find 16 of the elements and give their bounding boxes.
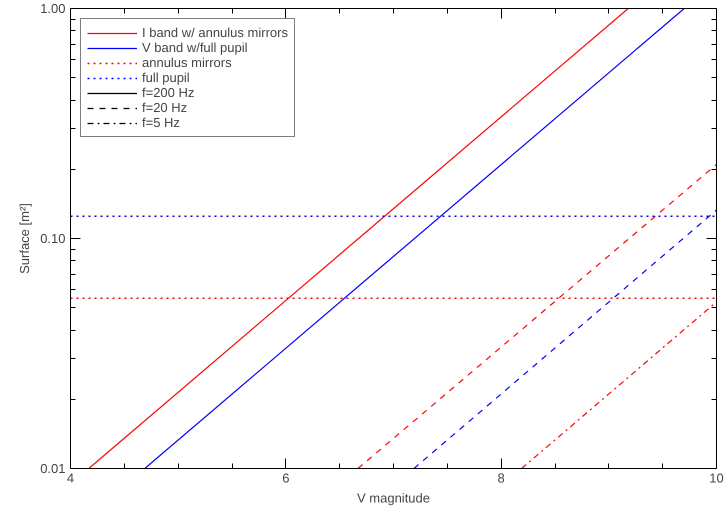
- legend-label: annulus mirrors: [142, 55, 232, 70]
- x-tick-label: 10: [709, 470, 724, 486]
- legend-label: I band w/ annulus mirrors: [142, 25, 288, 40]
- legend-label: full pupil: [142, 70, 190, 85]
- legend-label: f=200 Hz: [142, 85, 194, 100]
- y-tick-label: 1.00: [40, 1, 66, 16]
- x-tick-label: 4: [66, 470, 74, 486]
- legend-label: f=20 Hz: [142, 100, 188, 115]
- y-tick-label: 0.01: [40, 461, 66, 476]
- x-tick-label: 6: [282, 470, 290, 486]
- legend-label: V band w/full pupil: [142, 40, 248, 55]
- legend-label: f=5 Hz: [142, 115, 180, 130]
- y-axis-title: Surface [m²]: [17, 203, 32, 274]
- x-axis-title: V magnitude: [357, 490, 430, 506]
- y-tick-label: 0.10: [40, 231, 66, 246]
- x-tick-label: 8: [498, 470, 505, 486]
